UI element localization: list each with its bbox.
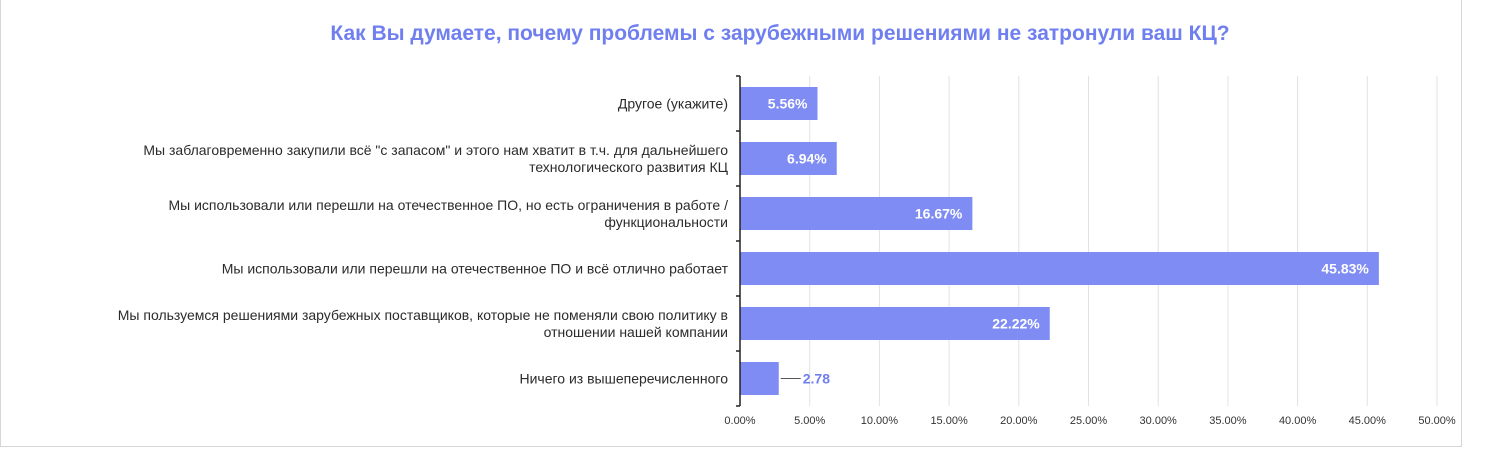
category-label: отношении нашей компании (544, 324, 728, 340)
category-label: Ничего из вышеперечисленного (519, 371, 728, 387)
data-label: 2.78 (803, 371, 830, 387)
data-label: 5.56% (768, 96, 808, 112)
category-label: функциональности (604, 214, 728, 230)
x-tick-label: 30.00% (1140, 415, 1178, 427)
category-label: технологического развития КЦ (529, 159, 729, 175)
data-label: 22.22% (992, 316, 1040, 332)
category-label: Мы пользуемся решениями зарубежных поста… (118, 307, 728, 323)
x-tick-label: 15.00% (930, 415, 968, 427)
data-label: 16.67% (915, 206, 963, 222)
x-tick-label: 10.00% (861, 415, 899, 427)
data-label: 45.83% (1321, 261, 1369, 277)
x-tick-label: 45.00% (1349, 415, 1387, 427)
bar (740, 252, 1379, 285)
data-label: 6.94% (787, 151, 827, 167)
category-label: Мы использовали или перешли на отечестве… (222, 261, 729, 277)
x-tick-label: 35.00% (1209, 415, 1247, 427)
x-tick-label: 0.00% (724, 415, 755, 427)
category-label: Мы заблаговременно закупили всё "с запас… (143, 142, 728, 158)
x-tick-label: 50.00% (1418, 415, 1456, 427)
x-tick-label: 20.00% (1000, 415, 1038, 427)
bar (740, 362, 779, 395)
x-tick-label: 25.00% (1070, 415, 1108, 427)
chart-frame (0, 0, 1462, 447)
x-tick-label: 5.00% (794, 415, 825, 427)
chart-title: Как Вы думаете, почему проблемы с зарубе… (330, 22, 1230, 45)
bar (740, 197, 973, 230)
bar (740, 307, 1050, 340)
x-tick-label: 40.00% (1279, 415, 1317, 427)
category-label: Другое (укажите) (618, 96, 728, 112)
category-label: Мы использовали или перешли на отечестве… (168, 197, 728, 213)
bar (740, 142, 837, 175)
bar (740, 87, 818, 120)
